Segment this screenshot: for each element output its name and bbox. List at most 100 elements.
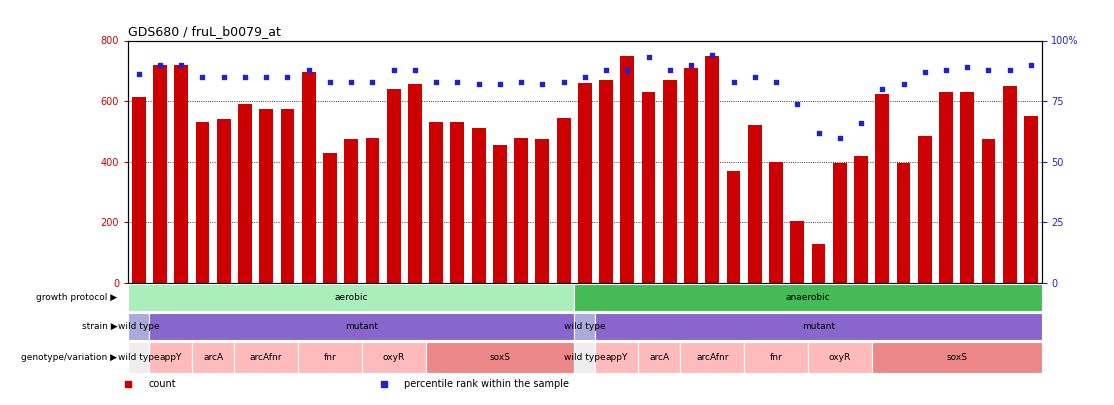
Bar — [536, 139, 549, 283]
Text: arcAfnr: arcAfnr — [250, 353, 283, 362]
Bar — [747, 126, 762, 283]
Point — [597, 66, 615, 73]
Text: arcA: arcA — [649, 353, 670, 362]
Point — [1000, 66, 1018, 73]
Bar — [426, 342, 574, 373]
Bar — [281, 109, 294, 283]
Bar — [726, 171, 741, 283]
Point — [215, 74, 233, 80]
Text: soxS: soxS — [946, 353, 967, 362]
Point — [470, 81, 488, 87]
Point — [534, 81, 551, 87]
Bar — [149, 342, 192, 373]
Point — [278, 74, 296, 80]
Point — [768, 79, 785, 85]
Bar — [1003, 86, 1017, 283]
Point — [852, 120, 870, 126]
Point — [1022, 62, 1039, 68]
Text: wild type: wild type — [118, 322, 159, 331]
Bar — [1024, 116, 1038, 283]
Bar — [663, 80, 676, 283]
Bar — [149, 313, 574, 340]
Text: arcA: arcA — [203, 353, 223, 362]
Bar — [408, 85, 422, 283]
Point — [873, 86, 891, 92]
Text: oxyR: oxyR — [382, 353, 404, 362]
Point — [173, 62, 190, 68]
Bar — [515, 138, 528, 283]
Bar — [638, 342, 681, 373]
Point — [979, 66, 997, 73]
Bar — [429, 122, 443, 283]
Point — [342, 79, 360, 85]
Bar — [196, 122, 209, 283]
Text: strain ▶: strain ▶ — [81, 322, 117, 331]
Bar — [808, 342, 871, 373]
Bar — [471, 128, 486, 283]
Bar — [450, 122, 465, 283]
Bar — [494, 145, 507, 283]
Bar — [705, 55, 720, 283]
Bar — [131, 97, 146, 283]
Bar — [918, 136, 931, 283]
Point — [916, 69, 934, 75]
Bar — [876, 94, 889, 283]
Point — [130, 71, 148, 78]
Bar — [574, 284, 1042, 311]
Bar — [365, 138, 380, 283]
Text: appY: appY — [159, 353, 182, 362]
Bar — [769, 162, 783, 283]
Text: anaerobic: anaerobic — [785, 293, 830, 302]
Point — [810, 130, 828, 136]
Point — [384, 66, 402, 73]
Text: fnr: fnr — [770, 353, 782, 362]
Bar — [387, 89, 401, 283]
Bar — [128, 342, 149, 373]
Bar — [128, 313, 149, 340]
Bar — [871, 342, 1042, 373]
Bar — [812, 244, 825, 283]
Bar — [833, 163, 847, 283]
Bar — [854, 156, 868, 283]
Bar — [128, 284, 574, 311]
Bar — [599, 80, 613, 283]
Point — [746, 74, 764, 80]
Point — [958, 64, 976, 70]
Point — [300, 66, 317, 73]
Bar — [578, 83, 592, 283]
Bar — [217, 119, 231, 283]
Bar — [642, 92, 655, 283]
Bar — [939, 92, 952, 283]
Bar — [238, 104, 252, 283]
Text: wild type: wild type — [564, 322, 606, 331]
Text: wild type: wild type — [564, 353, 606, 362]
Point — [257, 74, 275, 80]
Text: arcAfnr: arcAfnr — [696, 353, 729, 362]
Point — [937, 66, 955, 73]
Bar — [960, 92, 974, 283]
Point — [152, 62, 169, 68]
Bar — [192, 342, 234, 373]
Point — [555, 79, 573, 85]
Point — [682, 62, 700, 68]
Text: mutant: mutant — [802, 322, 836, 331]
Text: wild type: wild type — [118, 353, 159, 362]
Text: growth protocol ▶: growth protocol ▶ — [37, 293, 117, 302]
Text: fnr: fnr — [323, 353, 336, 362]
Text: appY: appY — [606, 353, 628, 362]
Bar — [574, 342, 596, 373]
Text: aerobic: aerobic — [334, 293, 368, 302]
Bar — [234, 342, 299, 373]
Point — [428, 79, 446, 85]
Bar — [681, 342, 744, 373]
Point — [405, 66, 423, 73]
Point — [576, 74, 594, 80]
Text: mutant: mutant — [345, 322, 379, 331]
Point — [895, 81, 912, 87]
Text: oxyR: oxyR — [829, 353, 851, 362]
Bar — [684, 68, 698, 283]
Point — [618, 66, 636, 73]
Bar — [344, 139, 358, 283]
Point — [703, 52, 721, 58]
Bar — [596, 313, 1042, 340]
